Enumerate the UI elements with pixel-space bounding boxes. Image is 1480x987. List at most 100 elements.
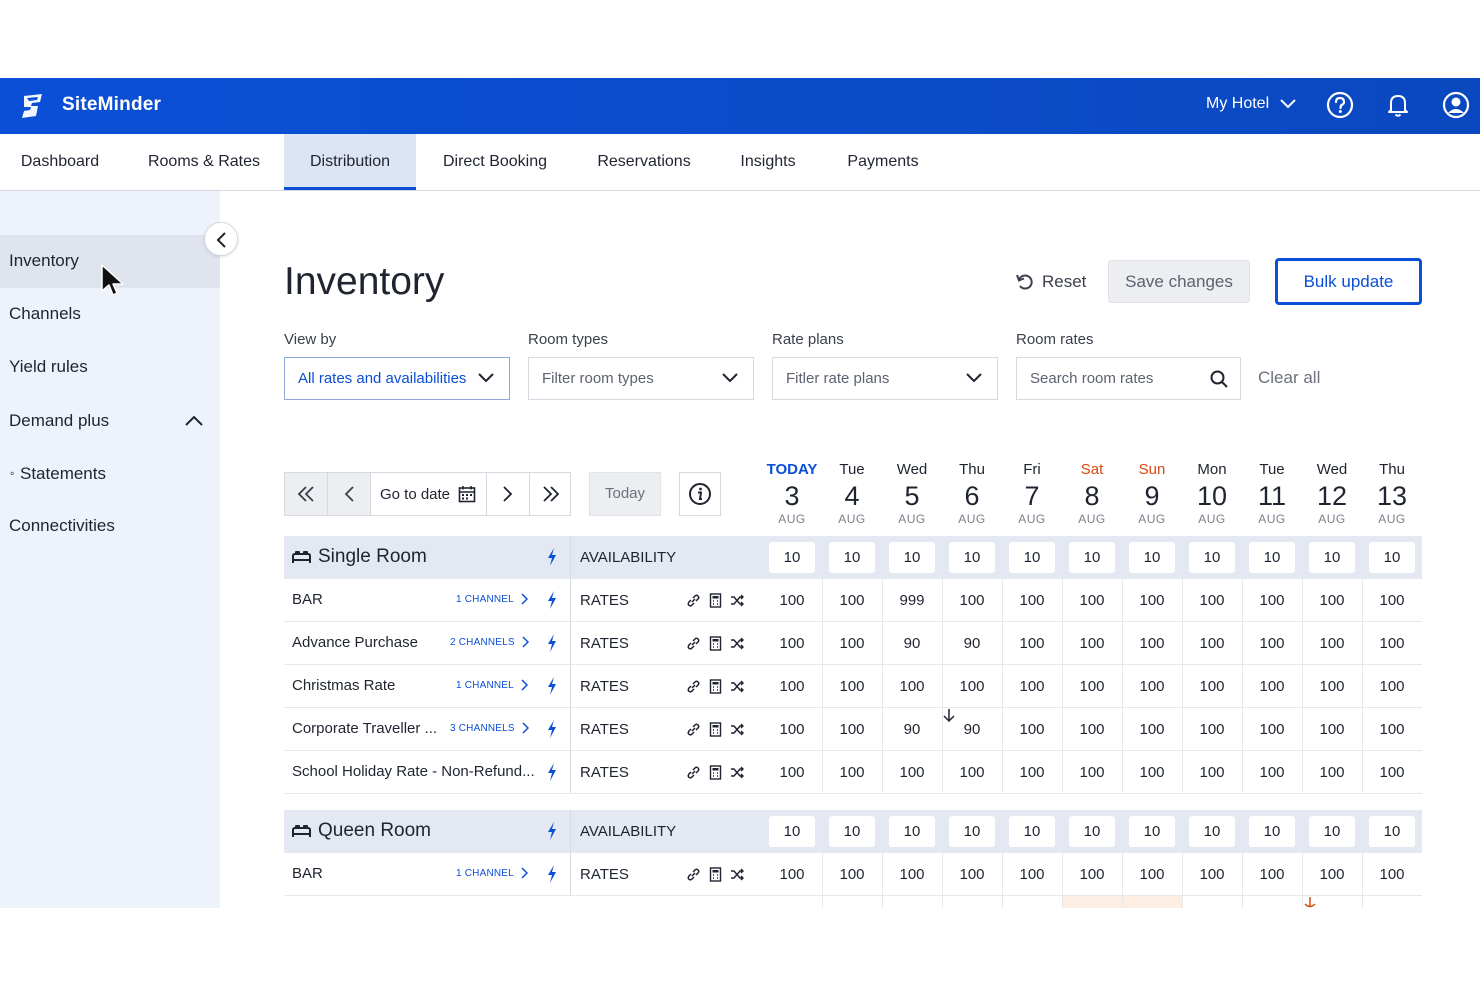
tab-distribution[interactable]: Distribution [284,134,416,190]
tab-reservations[interactable]: Reservations [597,153,691,170]
next-button[interactable] [487,473,529,515]
link-icon[interactable] [686,722,701,737]
room-types-select[interactable]: Filter room types [528,357,754,400]
shuffle-icon[interactable] [730,867,745,882]
rate-cell[interactable]: 999 [899,592,925,609]
rate-plans-select[interactable]: Fitler rate plans [772,357,998,400]
bell-icon[interactable] [1384,91,1412,119]
rate-cell[interactable]: 100 [1139,592,1165,609]
rate-cell[interactable]: 100 [779,721,805,738]
availability-input[interactable]: 10 [1069,816,1115,847]
availability-input[interactable]: 10 [889,816,935,847]
rate-cell[interactable]: 100 [1259,635,1285,652]
availability-input[interactable]: 10 [1369,542,1415,573]
rate-cell[interactable]: 100 [899,678,925,695]
availability-input[interactable]: 10 [1369,816,1415,847]
rate-cell[interactable]: 90 [963,721,981,738]
rate-cell[interactable]: 100 [1139,721,1165,738]
rate-cell[interactable]: 100 [1139,764,1165,781]
rate-cell[interactable]: 100 [779,866,805,883]
clear-all-button[interactable]: Clear all [1258,368,1321,387]
rate-cell[interactable]: 100 [959,866,985,883]
lightning-icon[interactable] [546,762,558,782]
previous-button[interactable] [328,473,370,515]
rate-cell[interactable]: 100 [1199,635,1225,652]
help-icon[interactable] [1326,91,1354,119]
reset-button[interactable]: Reset [1014,262,1086,302]
rate-cell[interactable]: 100 [839,721,865,738]
channels-link[interactable]: 2 CHANNELS [450,636,529,648]
rate-cell[interactable]: 100 [779,592,805,609]
user-account-icon[interactable] [1442,91,1470,119]
rate-cell[interactable]: 100 [839,764,865,781]
calculator-icon[interactable] [709,679,722,694]
info-button[interactable] [679,472,721,516]
link-icon[interactable] [686,867,701,882]
lightning-icon[interactable] [546,864,558,884]
rate-cell[interactable]: 100 [1379,721,1405,738]
jump-back-button[interactable] [285,473,327,515]
rate-cell[interactable]: 100 [779,635,805,652]
availability-input[interactable]: 10 [949,816,995,847]
rate-cell[interactable]: 100 [899,866,925,883]
rate-cell[interactable]: 100 [1319,764,1345,781]
rate-cell[interactable]: 100 [1319,678,1345,695]
rate-cell[interactable]: 100 [1379,764,1405,781]
lightning-icon[interactable] [546,719,558,739]
availability-input[interactable]: 10 [1129,816,1175,847]
channels-link[interactable]: 1 CHANNEL [456,593,528,605]
today-button[interactable]: Today [589,472,661,516]
link-icon[interactable] [686,636,701,651]
availability-input[interactable]: 10 [1309,542,1355,573]
sidebar-item-yield-rules[interactable]: Yield rules [9,357,88,376]
rate-cell[interactable]: 100 [1019,678,1045,695]
shuffle-icon[interactable] [730,722,745,737]
rate-cell[interactable]: 100 [1379,592,1405,609]
tab-rooms-rates[interactable]: Rooms & Rates [147,153,261,170]
save-changes-button[interactable]: Save changes [1108,260,1250,303]
availability-input[interactable]: 10 [1009,816,1055,847]
rate-cell[interactable]: 100 [1019,635,1045,652]
availability-input[interactable]: 10 [1129,542,1175,573]
availability-input[interactable]: 10 [1009,542,1055,573]
rate-cell[interactable]: 100 [1139,678,1165,695]
view-by-select[interactable]: All rates and availabilities [284,357,510,400]
rate-cell[interactable]: 100 [779,678,805,695]
rate-cell[interactable]: 100 [1079,635,1105,652]
rate-plan-name[interactable]: Christmas Rate [292,677,396,694]
rate-cell[interactable]: 100 [1199,866,1225,883]
calculator-icon[interactable] [709,722,722,737]
rate-cell[interactable]: 100 [1019,721,1045,738]
rate-cell[interactable]: 100 [1079,764,1105,781]
rate-cell[interactable]: 100 [1019,866,1045,883]
tab-payments[interactable]: Payments [847,153,919,170]
collapse-sidebar-button[interactable] [204,222,238,256]
rate-cell[interactable]: 100 [1319,721,1345,738]
rate-cell[interactable]: 100 [839,635,865,652]
availability-input[interactable]: 10 [949,542,995,573]
rate-cell[interactable]: 100 [1199,678,1225,695]
rate-cell[interactable]: 100 [779,764,805,781]
rate-cell[interactable]: 100 [1319,592,1345,609]
availability-input[interactable]: 10 [1249,542,1295,573]
bulk-update-button[interactable]: Bulk update [1275,258,1422,305]
hotel-selector[interactable]: My Hotel [1206,95,1297,113]
tab-insights[interactable]: Insights [740,153,796,170]
sidebar-item-demand-plus[interactable]: Demand plus [0,395,220,447]
room-name[interactable]: Queen Room [318,820,432,841]
rate-cell[interactable]: 100 [1079,678,1105,695]
rate-plan-name[interactable]: School Holiday Rate - Non-Refund... [292,763,535,780]
availability-input[interactable]: 10 [769,542,815,573]
availability-input[interactable]: 10 [1309,816,1355,847]
channels-link[interactable]: 1 CHANNEL [456,867,528,879]
lightning-icon[interactable] [546,821,558,841]
availability-input[interactable]: 10 [769,816,815,847]
tab-direct-booking[interactable]: Direct Booking [442,153,548,170]
rate-cell[interactable]: 100 [959,592,985,609]
availability-input[interactable]: 10 [1189,542,1235,573]
availability-input[interactable]: 10 [829,816,875,847]
rate-cell[interactable]: 100 [1379,866,1405,883]
rate-cell[interactable]: 90 [903,635,921,652]
calculator-icon[interactable] [709,765,722,780]
rate-plan-name[interactable]: Advance Purchase [292,634,418,651]
